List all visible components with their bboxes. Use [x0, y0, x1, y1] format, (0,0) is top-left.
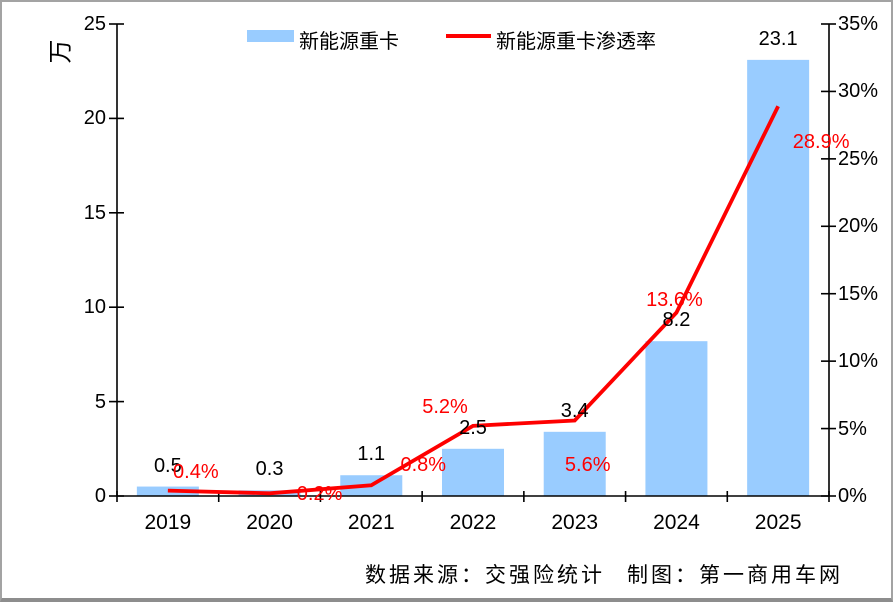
penetration-rate-label: 28.9%: [792, 131, 850, 154]
right-axis-tick-label: 5%: [838, 417, 867, 440]
legend-line-swatch-icon: [446, 34, 491, 38]
bar-value-label: 1.1: [357, 443, 386, 466]
x-axis-category-label: 2024: [653, 511, 700, 534]
right-axis-tick-label: 0%: [838, 485, 867, 507]
bar-value-label: 3.4: [560, 399, 589, 422]
bar-value-label: 0.3: [255, 458, 284, 481]
left-axis-tick-label: 0: [94, 485, 106, 507]
penetration-rate-label: 0.8%: [400, 454, 447, 477]
right-axis-tick-label: 25%: [838, 147, 879, 170]
bar-value-label: 2.5: [459, 416, 487, 439]
right-axis-tick-label: 10%: [838, 350, 879, 373]
x-axis-category-label: 2025: [754, 511, 802, 534]
footer-credits: 数据来源：交强险统计 制图：第一商用车网: [365, 559, 843, 589]
left-axis-tick-label: 20: [83, 107, 106, 130]
right-axis-tick-label: 15%: [838, 282, 879, 305]
data-source-text: 数据来源：交强险统计: [365, 564, 605, 587]
right-axis-tick-label: 35%: [838, 13, 879, 35]
left-axis-tick-label: 5: [94, 390, 106, 413]
penetration-rate-label: 0.2%: [296, 483, 343, 506]
x-axis-category-label: 2023: [551, 511, 599, 534]
left-axis-tick-label: 10: [83, 296, 106, 319]
bar-2025: [747, 59, 810, 496]
bar-value-label: 23.1: [758, 27, 798, 50]
left-axis-tick-label: 15: [83, 201, 106, 224]
bar-2022: [442, 448, 504, 496]
x-axis-category-label: 2019: [144, 511, 192, 534]
bar-value-label: 0.5: [153, 454, 182, 477]
right-axis-tick-label: 20%: [838, 215, 879, 238]
bar-value-label: 8.2: [662, 309, 691, 332]
x-axis-category-label: 2020: [246, 511, 293, 534]
penetration-rate-label: 5.2%: [422, 395, 468, 418]
legend-line-label: 新能源重卡渗透率: [496, 31, 656, 53]
bar-2024: [645, 341, 708, 496]
bar-2023: [543, 431, 606, 496]
legend-bar-label: 新能源重卡: [299, 31, 399, 53]
chart-credit-text: 制图：第一商用车网: [627, 564, 843, 587]
penetration-rate-label: 5.6%: [564, 454, 611, 477]
penetration-rate-label: 0.4%: [173, 460, 219, 483]
x-axis-category-label: 2022: [449, 511, 497, 534]
penetration-rate-line: [167, 105, 780, 496]
left-axis-tick-label: 25: [83, 13, 106, 35]
right-axis-tick-label: 30%: [838, 80, 879, 103]
legend-bar-swatch-icon: [247, 30, 294, 42]
x-axis-category-label: 2021: [347, 511, 395, 534]
penetration-rate-label: 13.6%: [646, 288, 703, 311]
